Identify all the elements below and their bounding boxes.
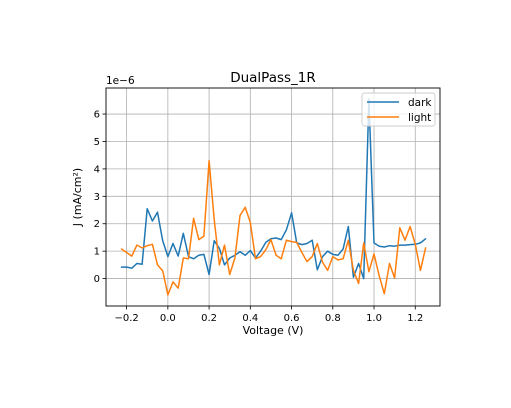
y-tick-label: 2 [94,219,100,230]
legend: dark light [361,92,436,127]
y-tick-label: 0 [94,274,100,285]
x-tick-label: 0.8 [325,313,341,324]
x-tick-label: 1.2 [407,313,423,324]
y-axis-offset-text: 1e−6 [106,75,135,87]
y-axis-label: J (mA/cm²) [71,168,84,227]
legend-label-light: light [408,112,431,124]
y-tick-label: 6 [94,110,100,121]
y-tick-label: 3 [94,192,100,203]
x-tick-label: 0.6 [284,313,300,324]
axis-ticks: −0.2 0.0 0.2 0.4 0.6 0.8 1.0 1.2 0 1 2 3 4 5 6 [94,110,424,324]
x-tick-label: 0.4 [242,313,258,324]
x-tick-label: −0.2 [114,313,138,324]
y-tick-label: 4 [94,164,100,175]
legend-label-dark: dark [408,97,432,109]
x-tick-label: 0.2 [201,313,217,324]
chart-title: DualPass_1R [230,70,316,86]
series-line-light [120,159,427,296]
series-lines [120,98,427,296]
x-tick-label: 0.0 [160,313,176,324]
y-tick-label: 1 [94,247,100,258]
y-tick-label: 5 [94,137,100,148]
series-line-dark [120,98,427,280]
x-tick-label: 1.0 [366,313,382,324]
plot-area-frame [105,87,441,307]
x-axis-label: Voltage (V) [243,324,304,337]
